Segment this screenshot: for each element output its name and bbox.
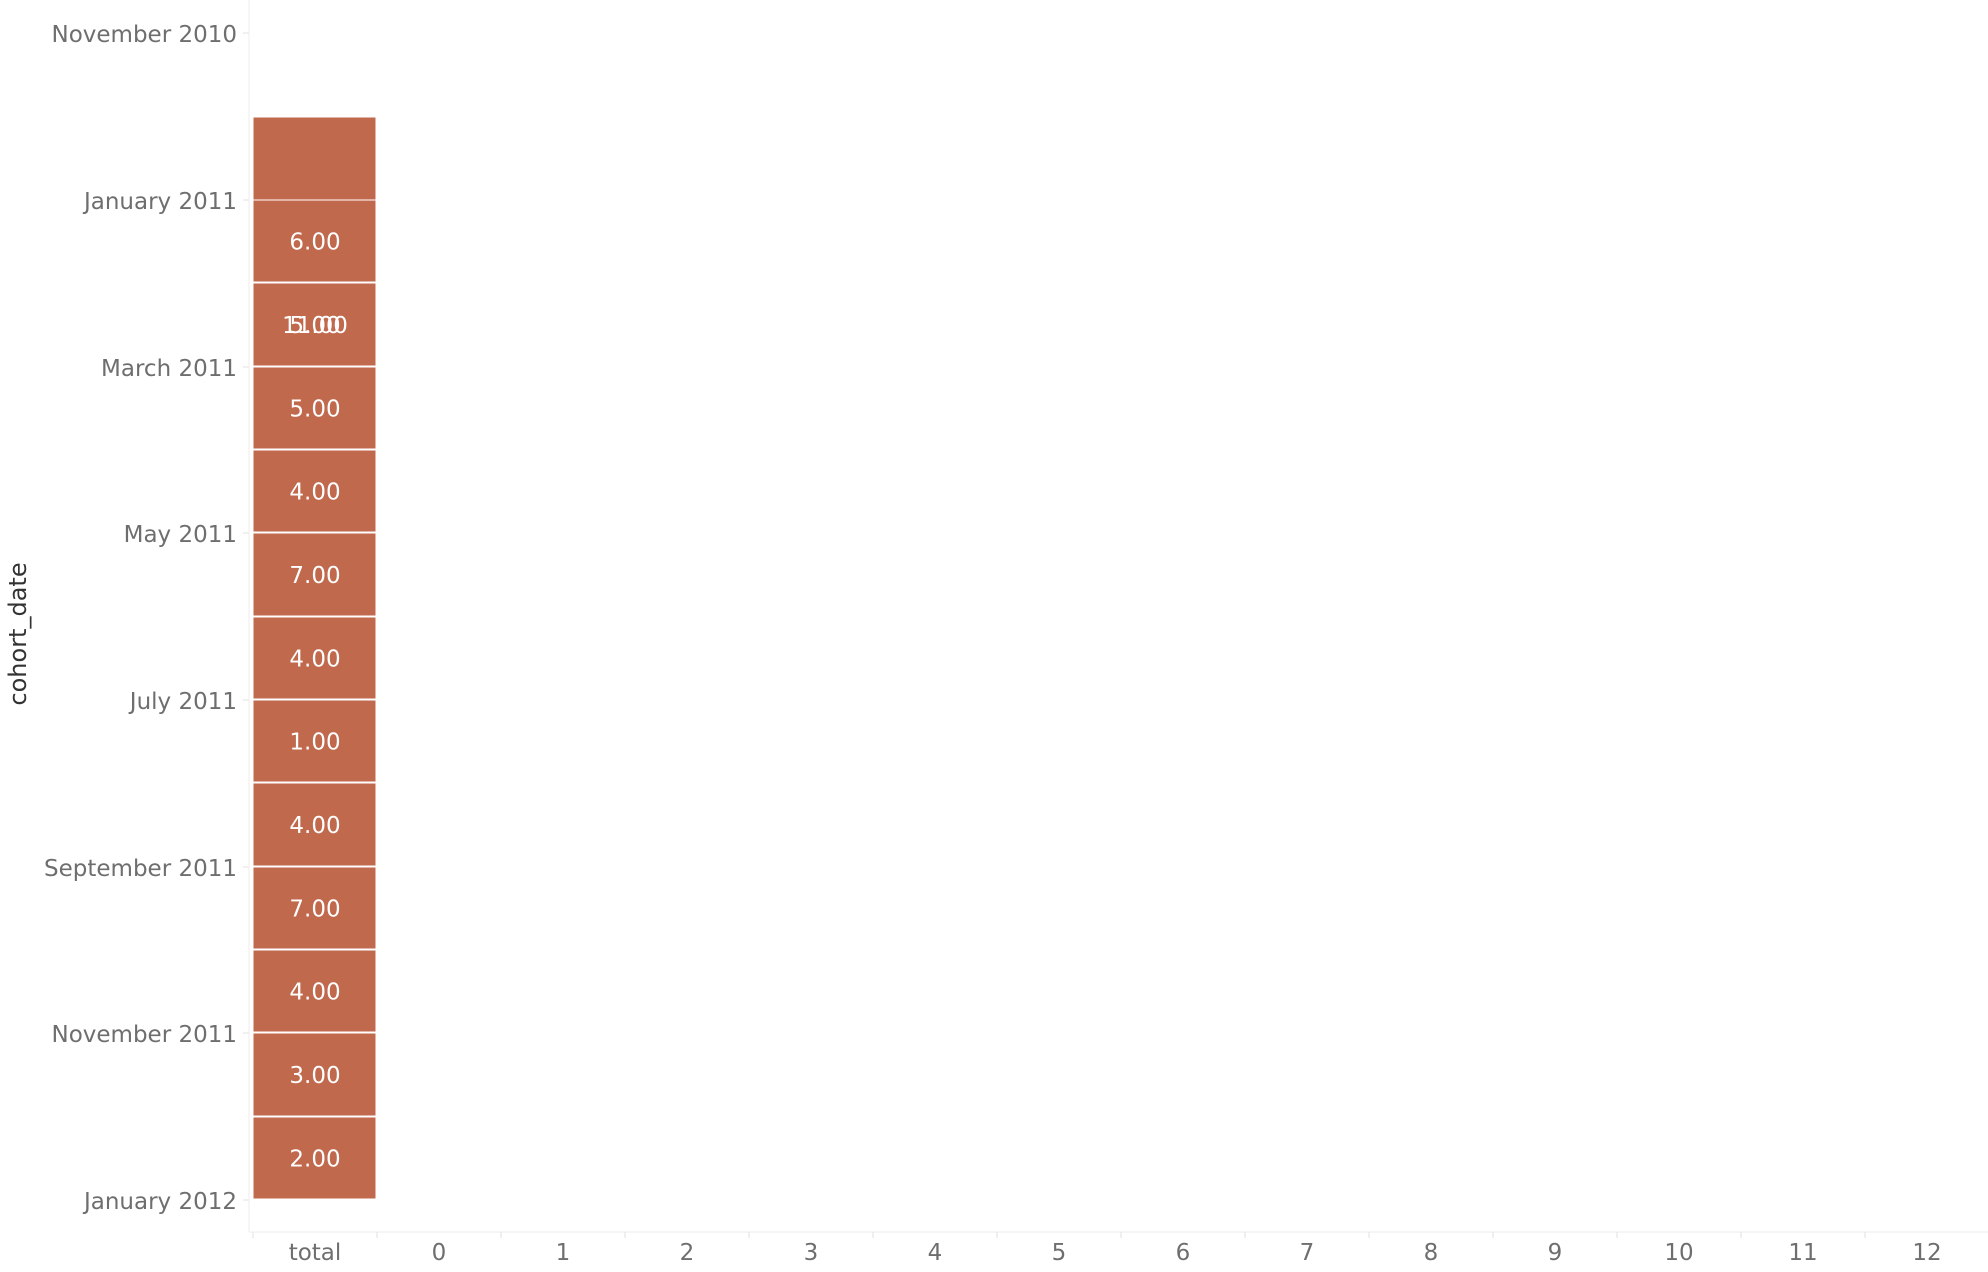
heatmap-cell (252, 782, 377, 867)
axes-layer: November 2010 January 2011 March 2011 May 2… (44, 0, 1988, 1266)
x-tick-label: 4 (928, 1240, 943, 1266)
heatmap-cell (252, 1116, 377, 1200)
y-tick-label: July 2011 (128, 689, 237, 715)
cell-value-label: 4.00 (289, 647, 340, 673)
heatmap-cell (252, 449, 377, 533)
cell-value-label: 4.00 (289, 980, 340, 1006)
cell-value-label: 7.00 (289, 897, 340, 923)
heatmap-cell (252, 1032, 377, 1117)
heatmap-cell (252, 282, 377, 367)
cell-value-label: 1.00 (289, 730, 340, 756)
y-tick-label: January 2011 (82, 189, 237, 215)
cell-value-label: 4.00 (289, 813, 340, 839)
heatmap-cell (252, 366, 377, 450)
x-tick-label: 8 (1424, 1240, 1439, 1266)
x-tick-label: 10 (1664, 1240, 1693, 1266)
heatmap-cell (252, 616, 377, 700)
x-tick-label: 11 (1788, 1240, 1817, 1266)
cell-value-label: 7.00 (289, 563, 340, 589)
x-tick-label: 2 (680, 1240, 695, 1266)
x-tick-label: 9 (1548, 1240, 1563, 1266)
cell-value-label: 2.00 (289, 1147, 340, 1173)
y-tick-label: November 2010 (52, 22, 238, 48)
x-tick-label: 7 (1300, 1240, 1315, 1266)
x-tick-label: 6 (1176, 1240, 1191, 1266)
cell-value-label: 11.00 (282, 313, 348, 339)
y-axis-title: cohort_date (4, 562, 32, 705)
y-tick-label: March 2011 (101, 356, 237, 382)
x-tick-label: total (289, 1240, 342, 1266)
labels-layer: 5.006.0011.005.004.007.004.001.004.007.0… (282, 230, 348, 1173)
x-tick-label: 0 (432, 1240, 447, 1266)
cell-value-label: 5.00 (289, 397, 340, 423)
y-tick-label: January 2012 (82, 1189, 237, 1215)
x-tick-label: 3 (804, 1240, 819, 1266)
cell-value-label: 6.00 (289, 230, 340, 256)
y-tick-label: November 2011 (52, 1022, 238, 1048)
heatmap-cell (252, 866, 377, 950)
y-tick-label: September 2011 (44, 856, 237, 882)
cell-value-label: 3.00 (289, 1063, 340, 1089)
y-tick-label: May 2011 (124, 522, 237, 548)
cell-value-label: 4.00 (289, 480, 340, 506)
x-tick-label: 12 (1912, 1240, 1941, 1266)
x-tick-label: 1 (556, 1240, 571, 1266)
heatmap-cell (252, 532, 377, 617)
x-tick-label: 5 (1052, 1240, 1067, 1266)
heatmap-cell (252, 699, 377, 783)
heatmap-cell (252, 199, 377, 283)
heatmap-cell (252, 949, 377, 1033)
cells-layer (252, 116, 377, 1200)
cell-value-label: 5.00 (289, 313, 340, 339)
